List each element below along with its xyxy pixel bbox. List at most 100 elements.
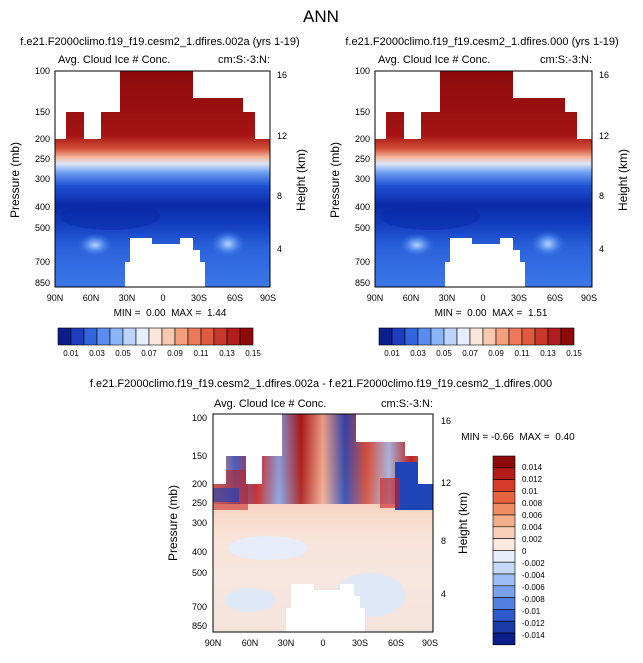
tick-label: 700 <box>192 602 207 612</box>
panel-a-frame <box>54 70 271 288</box>
tick-label: 400 <box>355 202 370 212</box>
colorbar-b: 0.01 0.03 0.05 0.07 0.09 0.11 0.13 0.15 <box>378 327 582 358</box>
colorbar-c-box <box>492 491 516 504</box>
panel-a-ylabel-right: Height (km) <box>294 149 308 211</box>
tick-label: 90N <box>367 293 384 303</box>
colorbar-b-box <box>456 327 471 346</box>
colorbar-c-label: 0.002 <box>522 535 543 544</box>
tick-label: 250 <box>192 498 207 508</box>
tick-label: 60S <box>227 293 243 303</box>
colorbar-b-box <box>378 327 393 346</box>
tick-label: 700 <box>35 257 50 267</box>
colorbar-c-box <box>492 597 516 610</box>
colorbar-b-box <box>430 327 445 346</box>
panel-b-ylabel: Pressure (mb) <box>328 142 342 218</box>
tick-label: 16 <box>277 70 287 80</box>
panel-c-subtitle-right: cm:S:-3:N: <box>381 398 433 410</box>
colorbar-c-box <box>492 550 516 563</box>
tick-label: 250 <box>35 154 50 164</box>
panel-c-xticks: 90N 60N 30N 0 30S 60S 90S <box>205 638 438 648</box>
colorbar-c-box <box>492 514 516 528</box>
panel-a-subtitle-right: cm:S:-3:N: <box>218 54 270 66</box>
panel-c-mask-top <box>213 414 282 484</box>
colorbar-a-label: 0.09 <box>167 349 183 358</box>
colorbar-b-box <box>547 327 562 346</box>
tick-label: 30N <box>119 293 136 303</box>
colorbar-a-boxes <box>57 327 254 346</box>
tick-label: 8 <box>277 191 282 201</box>
tick-label: 90N <box>47 293 64 303</box>
tick-label: 200 <box>35 134 50 144</box>
tick-label: 12 <box>277 131 287 141</box>
colorbar-c-box <box>492 573 516 587</box>
colorbar-a-box <box>174 327 189 346</box>
colorbar-b-box <box>482 327 497 346</box>
colorbar-b-label: 0.03 <box>410 349 426 358</box>
tick-label: 60N <box>403 293 420 303</box>
tick-label: 30S <box>511 293 527 303</box>
tick-label: 0 <box>480 293 485 303</box>
tick-label: 4 <box>441 589 446 599</box>
tick-label: 100 <box>35 66 50 76</box>
tick-label: 60N <box>83 293 100 303</box>
colorbar-b-label: 0.11 <box>515 349 531 358</box>
colorbar-a-label: 0.03 <box>89 349 105 358</box>
tick-label: 300 <box>192 518 207 528</box>
colorbar-c-boxes <box>492 455 516 646</box>
tick-label: 90S <box>260 293 276 303</box>
colorbar-c-label: 0.012 <box>522 475 543 484</box>
panel-b-frame <box>374 70 593 288</box>
colorbar-a-box <box>135 327 150 346</box>
panel-b-nh-blob <box>399 233 435 257</box>
tick-label: 12 <box>441 478 451 488</box>
colorbar-c-label: -0.012 <box>522 619 545 628</box>
colorbar-a-box <box>226 327 241 346</box>
tick-label: 8 <box>599 191 604 201</box>
panel-b: f.e21.F2000climo.f19_f19.cesm2_1.dfires.… <box>328 36 630 358</box>
colorbar-b-box <box>404 327 419 346</box>
colorbar-b-box <box>534 327 549 346</box>
colorbar-a-label: 0.13 <box>219 349 235 358</box>
panel-b-field <box>374 70 593 288</box>
colorbar-a-box <box>187 327 202 346</box>
colorbar-a-box <box>200 327 215 346</box>
colorbar-b-label: 0.07 <box>462 349 478 358</box>
colorbar-c-box <box>492 467 516 480</box>
panel-b-yticks-right: 16 12 8 4 <box>599 70 609 254</box>
colorbar-c-box <box>492 632 516 646</box>
colorbar-a-label: 0.15 <box>245 349 261 358</box>
colorbar-a-label: 0.05 <box>115 349 131 358</box>
tick-label: 850 <box>355 278 370 288</box>
colorbar-a-label: 0.07 <box>141 349 157 358</box>
colorbar-c-box <box>492 538 516 551</box>
colorbar-c-label: 0.01 <box>522 487 538 496</box>
tick-label: 30S <box>191 293 207 303</box>
panel-c-mask-bottom <box>286 584 365 632</box>
panel-c-subtitle-left: Avg. Cloud Ice # Conc. <box>214 398 326 410</box>
colorbar-c-box <box>492 609 516 622</box>
tick-label: 90N <box>205 638 222 648</box>
panel-a-mask-top <box>55 71 120 139</box>
panel-c-title: f.e21.F2000climo.f19_f19.cesm2_1.dfires.… <box>90 378 552 390</box>
tick-label: 30N <box>439 293 456 303</box>
panel-b-title: f.e21.F2000climo.f19_f19.cesm2_1.dfires.… <box>345 36 618 48</box>
colorbar-c-box <box>492 585 516 598</box>
colorbar-c-box <box>492 620 516 634</box>
panel-a-subtitle-left: Avg. Cloud Ice # Conc. <box>58 54 170 66</box>
tick-label: 150 <box>35 107 50 117</box>
colorbar-b-label: 0.13 <box>540 349 556 358</box>
panel-a: f.e21.F2000climo.f19_f19.cesm2_1.dfires.… <box>8 36 308 358</box>
tick-label: 850 <box>192 621 207 631</box>
tick-label: 12 <box>599 131 609 141</box>
panel-a-yticks-left: 100 150 200 250 300 400 500 700 850 <box>35 66 50 288</box>
panel-a-yticks-right: 16 12 8 4 <box>277 70 287 254</box>
colorbar-a-box <box>161 327 176 346</box>
tick-label: 90S <box>422 638 438 648</box>
tick-label: 0 <box>320 638 325 648</box>
tick-label: 850 <box>35 278 50 288</box>
tick-label: 100 <box>192 413 207 423</box>
colorbar-c-label: -0.004 <box>522 571 545 580</box>
colorbar-c-label: 0.006 <box>522 511 543 520</box>
panel-a-title: f.e21.F2000climo.f19_f19.cesm2_1.dfires.… <box>20 36 299 48</box>
colorbar-b-label: 0.05 <box>436 349 452 358</box>
